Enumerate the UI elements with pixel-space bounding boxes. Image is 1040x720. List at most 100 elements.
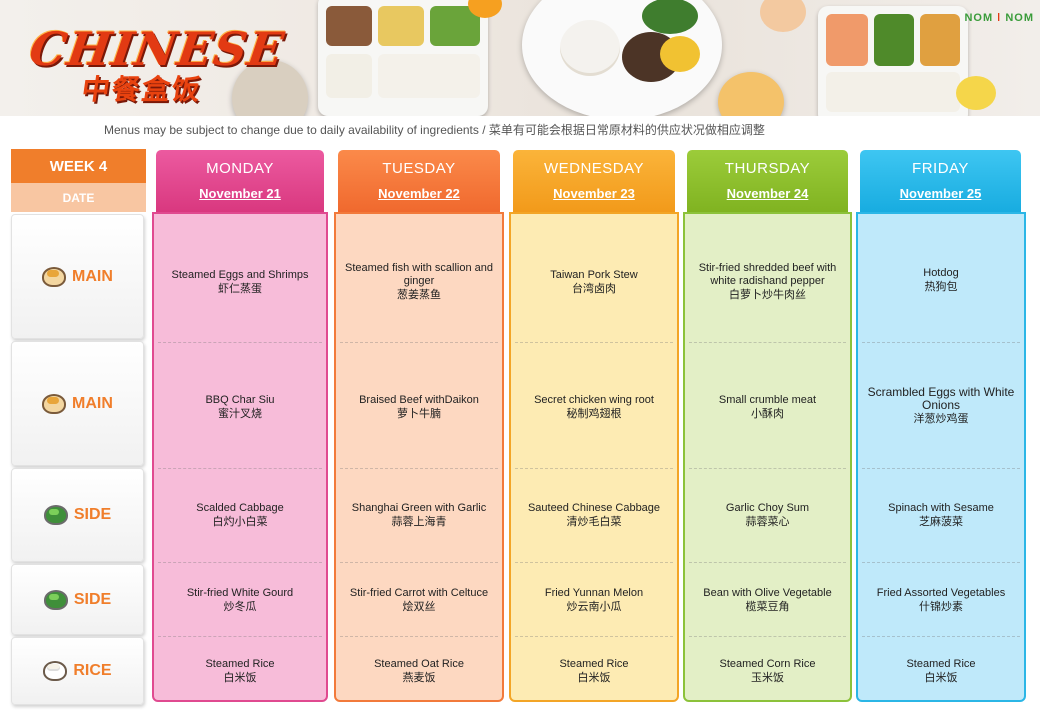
dish-name-en: Steamed fish with scallion and ginger bbox=[345, 262, 493, 287]
dish-name-en: Braised Beef withDaikon bbox=[359, 394, 479, 406]
day-header: WEDNESDAY November 23 bbox=[513, 150, 675, 212]
row-label-text: MAIN bbox=[72, 267, 113, 285]
day-header: TUESDAY November 22 bbox=[338, 150, 500, 212]
row-label-main-1: MAIN bbox=[11, 214, 144, 339]
day-name: FRIDAY bbox=[912, 160, 969, 177]
dish-name-zh: 烩双丝 bbox=[402, 600, 436, 613]
dish-name-zh: 燕麦饭 bbox=[402, 671, 436, 684]
day-header: MONDAY November 21 bbox=[156, 150, 324, 212]
main-dish-icon bbox=[42, 393, 67, 414]
row-divider bbox=[515, 636, 673, 637]
food-tray-image bbox=[318, 0, 488, 116]
row-label-text: SIDE bbox=[73, 506, 112, 523]
dish-name-zh: 什锦炒素 bbox=[919, 600, 963, 613]
dish-name-zh: 秘制鸡翅根 bbox=[566, 407, 622, 420]
header-banner: CHINESE 中餐盒饭 NOM ǀ NOM bbox=[0, 0, 1040, 116]
row-divider bbox=[689, 342, 846, 343]
dish-name-en: BBQ Char Siu bbox=[205, 394, 275, 406]
dish-name-en: Steamed Rice bbox=[559, 658, 629, 670]
dish-main-1: Taiwan Pork Stew 台湾卤肉 bbox=[511, 269, 677, 295]
dish-side-2: Fried Assorted Vegetables 什锦炒素 bbox=[858, 587, 1024, 613]
dish-rice: Steamed Oat Rice 燕麦饭 bbox=[336, 658, 502, 684]
day-menu-body: Hotdog 热狗包 Scrambled Eggs with White Onio… bbox=[856, 212, 1026, 702]
soup-bowl-image bbox=[718, 72, 784, 116]
brand-logo: CHINESE 中餐盒饭 bbox=[26, 22, 290, 112]
dish-side-1: Sauteed Chinese Cabbage 清炒毛白菜 bbox=[511, 502, 677, 528]
dish-side-1: Scalded Cabbage 白灼小白菜 bbox=[154, 502, 326, 528]
dish-name-zh: 炒冬瓜 bbox=[223, 600, 257, 613]
dish-rice: Steamed Rice 白米饭 bbox=[511, 658, 677, 684]
dish-main-1: Steamed fish with scallion and ginger 葱姜蒸… bbox=[336, 262, 502, 301]
row-divider bbox=[340, 342, 498, 343]
dish-name-en: Scrambled Eggs with White Onions bbox=[867, 385, 1015, 412]
row-divider bbox=[340, 636, 498, 637]
dish-name-en: Bean with Olive Vegetable bbox=[703, 587, 832, 599]
food-tray-image bbox=[818, 6, 968, 116]
dish-rice: Steamed Corn Rice 玉米饭 bbox=[685, 658, 850, 684]
dish-name-zh: 清炒毛白菜 bbox=[566, 515, 622, 528]
logo-left-text: NOM bbox=[964, 12, 994, 24]
dish-main-2: Secret chicken wing root 秘制鸡翅根 bbox=[511, 394, 677, 420]
dish-name-en: Steamed Corn Rice bbox=[719, 658, 816, 670]
dish-name-en: Secret chicken wing root bbox=[534, 394, 654, 406]
dish-name-en: Stir-fried White Gourd bbox=[186, 587, 294, 599]
row-divider bbox=[158, 342, 322, 343]
dish-rice: Steamed Rice 白米饭 bbox=[154, 658, 326, 684]
vegetable-bowl-icon bbox=[43, 589, 68, 610]
dish-main-2: BBQ Char Siu 蜜汁叉烧 bbox=[154, 394, 326, 420]
dish-name-en: Steamed Rice bbox=[205, 658, 275, 670]
day-name: MONDAY bbox=[206, 160, 274, 177]
day-date: November 21 bbox=[199, 186, 281, 201]
dish-side-1: Shanghai Green with Garlic 蒜蓉上海青 bbox=[336, 502, 502, 528]
dish-name-zh: 蜜汁叉烧 bbox=[218, 407, 262, 420]
dish-name-en: Garlic Choy Sum bbox=[725, 502, 810, 514]
row-divider bbox=[862, 468, 1020, 469]
dish-name-zh: 白灼小白菜 bbox=[212, 515, 268, 528]
row-divider bbox=[515, 468, 673, 469]
dish-name-zh: 萝卜牛腩 bbox=[397, 407, 441, 420]
dish-name-zh: 白萝卜炒牛肉丝 bbox=[729, 288, 806, 301]
day-header: FRIDAY November 25 bbox=[860, 150, 1021, 212]
row-label-main-2: MAIN bbox=[11, 341, 144, 466]
row-divider bbox=[689, 468, 846, 469]
dish-name-zh: 热狗包 bbox=[924, 280, 958, 293]
dish-name-zh: 虾仁蒸蛋 bbox=[218, 282, 262, 295]
dish-main-2: Braised Beef withDaikon 萝卜牛腩 bbox=[336, 394, 502, 420]
row-label-text: RICE bbox=[73, 662, 112, 679]
row-divider bbox=[862, 342, 1020, 343]
dish-name-zh: 白米饭 bbox=[924, 671, 958, 684]
dish-side-2: Fried Yunnan Melon 炒云南小瓜 bbox=[511, 587, 677, 613]
row-divider bbox=[340, 562, 498, 563]
rice-plate-image bbox=[522, 0, 722, 116]
row-label-side-2: SIDE bbox=[11, 564, 144, 635]
day-name: TUESDAY bbox=[382, 160, 456, 177]
dish-main-1: Steamed Eggs and Shrimps 虾仁蒸蛋 bbox=[154, 269, 326, 295]
dish-name-zh: 榄菜豆角 bbox=[745, 600, 790, 613]
dish-name-en: Hotdog bbox=[923, 267, 959, 279]
row-label-text: SIDE bbox=[73, 590, 112, 608]
lemon-image bbox=[956, 76, 996, 110]
day-date: November 24 bbox=[726, 186, 809, 201]
row-label-rice: RICE bbox=[11, 637, 144, 705]
day-header: THURSDAY November 24 bbox=[687, 150, 848, 212]
dish-name-zh: 玉米饭 bbox=[751, 671, 784, 684]
fruit-image bbox=[760, 0, 806, 32]
dish-side-2: Stir-fried White Gourd 炒冬瓜 bbox=[154, 587, 326, 613]
row-divider bbox=[862, 636, 1020, 637]
day-name: THURSDAY bbox=[724, 160, 811, 177]
dish-name-zh: 洋葱炒鸡蛋 bbox=[913, 412, 969, 425]
dish-name-en: Taiwan Pork Stew bbox=[550, 269, 638, 281]
dish-name-en: Shanghai Green with Garlic bbox=[351, 502, 487, 514]
row-divider bbox=[158, 562, 322, 563]
menu-notice: Menus may be subject to change due to da… bbox=[104, 123, 765, 137]
dish-name-zh: 葱姜蒸鱼 bbox=[397, 288, 441, 301]
dish-name-zh: 白米饭 bbox=[577, 671, 611, 684]
dish-name-en: Steamed Oat Rice bbox=[374, 658, 464, 670]
dish-main-1: Stir-fried shredded beef with white radi… bbox=[685, 262, 850, 301]
row-divider bbox=[340, 468, 498, 469]
week-label: WEEK 4 bbox=[11, 149, 146, 183]
dish-side-2: Bean with Olive Vegetable 榄菜豆角 bbox=[685, 587, 850, 613]
day-date: November 23 bbox=[553, 186, 635, 201]
row-divider bbox=[515, 562, 673, 563]
dish-name-zh: 小酥肉 bbox=[751, 407, 784, 420]
